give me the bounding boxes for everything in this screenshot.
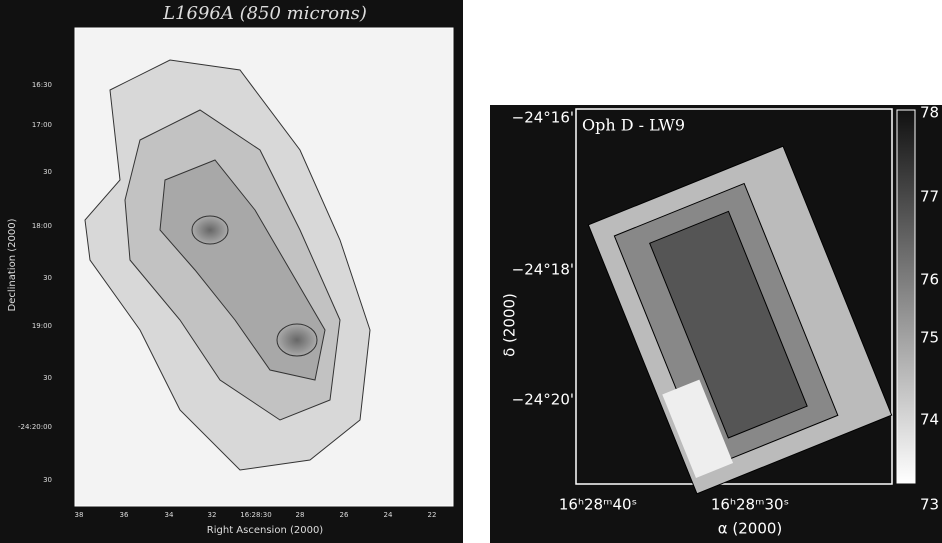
colorbar-tick-label: 75 xyxy=(920,329,939,347)
x-tick-label: 28 xyxy=(296,511,305,519)
left-x-ticks: 38 36 34 32 16:28:30 28 26 24 22 xyxy=(75,511,437,519)
x-tick-label: 24 xyxy=(384,511,393,519)
y-tick-label: 17:00 xyxy=(32,121,52,129)
y-tick-label: −24°16' xyxy=(512,109,574,127)
right-x-label: α (2000) xyxy=(718,520,783,538)
y-tick-label: 19:00 xyxy=(32,322,52,330)
colorbar-tick-label: 73 xyxy=(920,496,939,514)
left-emission xyxy=(84,59,371,471)
x-tick-label: 22 xyxy=(428,511,437,519)
right-frame xyxy=(575,108,893,485)
x-tick-label: 34 xyxy=(165,511,174,519)
y-tick-label: 30 xyxy=(43,476,52,484)
colorbar-tick-label: 77 xyxy=(920,188,939,206)
x-tick-label: 32 xyxy=(208,511,217,519)
left-title: L1696A (850 microns) xyxy=(162,3,367,24)
x-tick-label: 38 xyxy=(75,511,84,519)
y-tick-label: 30 xyxy=(43,374,52,382)
x-tick-label: 16:28:30 xyxy=(240,511,271,519)
y-tick-label: −24°20' xyxy=(512,391,574,409)
colorbar xyxy=(896,109,916,484)
colorbar-tick-label: 74 xyxy=(920,411,939,429)
colorbar-ticks: 78 77 76 75 74 73 xyxy=(920,104,939,514)
left-y-label: Declination (2000) xyxy=(7,218,18,311)
x-tick-label: 26 xyxy=(340,511,349,519)
right-map xyxy=(587,145,893,495)
left-y-ticks: 16:30 17:00 30 18:00 30 19:00 30 -24:20:… xyxy=(18,81,52,484)
y-tick-label: 30 xyxy=(43,274,52,282)
colorbar-tick-label: 76 xyxy=(920,271,939,289)
x-tick-label: 16ʰ28ᵐ40ˢ xyxy=(559,496,637,514)
x-tick-label: 36 xyxy=(120,511,129,519)
right-label: Oph D - LW9 xyxy=(582,116,685,135)
y-tick-label: -24:20:00 xyxy=(18,423,52,431)
y-tick-label: 18:00 xyxy=(32,222,52,230)
y-tick-label: 16:30 xyxy=(32,81,52,89)
colorbar-tick-label: 78 xyxy=(920,104,939,122)
right-y-label: δ (2000) xyxy=(501,293,519,357)
y-tick-label: 30 xyxy=(43,168,52,176)
x-tick-label: 16ʰ28ᵐ30ˢ xyxy=(711,496,789,514)
left-x-label: Right Ascension (2000) xyxy=(207,525,324,536)
y-tick-label: −24°18' xyxy=(512,261,574,279)
